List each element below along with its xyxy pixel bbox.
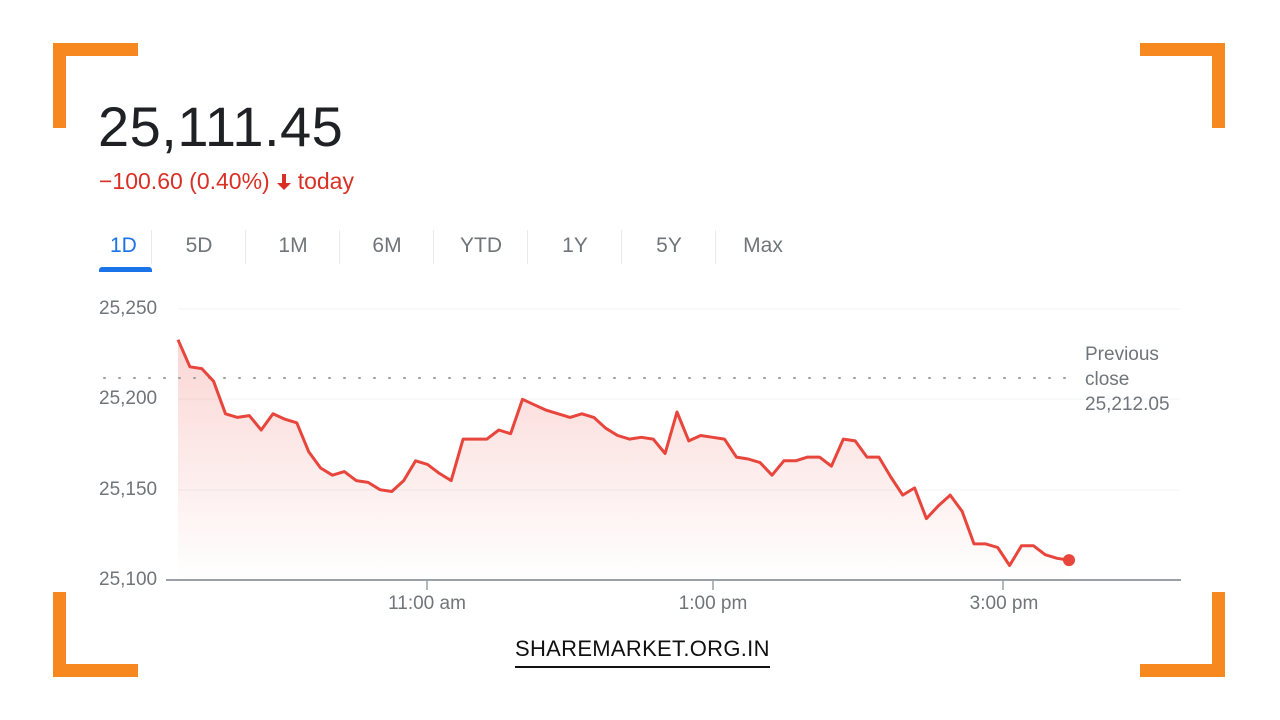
x-tick-label: 3:00 pm xyxy=(969,593,1039,614)
tab-ytd[interactable]: YTD xyxy=(434,228,528,272)
tab-6m[interactable]: 6M xyxy=(340,228,434,272)
last-price-marker xyxy=(1063,554,1075,567)
tab-divider xyxy=(527,230,528,264)
range-tabs: 1D 5D 1M 6M YTD 1Y 5Y Max xyxy=(98,228,810,272)
price-change: −100.60 (0.40%) today xyxy=(99,168,354,195)
x-tick-label: 11:00 am xyxy=(388,593,466,614)
tab-divider xyxy=(715,230,716,264)
tab-1y[interactable]: 1Y xyxy=(528,228,622,272)
corner-bracket-bottom-left xyxy=(53,664,138,677)
tab-divider xyxy=(433,230,434,264)
tab-max[interactable]: Max xyxy=(743,234,783,257)
tab-divider xyxy=(339,230,340,264)
tab-divider xyxy=(621,230,622,264)
change-period: today xyxy=(297,168,354,194)
y-tick-label: 25,150 xyxy=(99,479,158,500)
active-tab-indicator xyxy=(99,267,152,272)
current-price: 25,111.45 xyxy=(98,95,344,158)
corner-bracket-bottom-right xyxy=(1212,592,1225,677)
y-tick-label: 25,250 xyxy=(99,298,158,319)
corner-bracket-bottom-left xyxy=(53,592,66,677)
arrow-down-icon xyxy=(276,173,291,190)
corner-bracket-top-right xyxy=(1140,43,1225,56)
price-line xyxy=(176,339,1070,567)
corner-bracket-top-left xyxy=(53,43,66,128)
tab-5y[interactable]: 5Y xyxy=(622,228,716,272)
brand-watermark: SHAREMARKET.ORG.IN xyxy=(515,636,770,668)
tab-divider xyxy=(151,230,152,264)
previous-close-value: 25,212.05 xyxy=(1085,394,1170,415)
previous-close-label: Previous close 25,212.05 xyxy=(1085,344,1170,415)
corner-bracket-bottom-right xyxy=(1140,664,1225,677)
tab-1d[interactable]: 1D xyxy=(98,228,152,272)
tab-divider xyxy=(245,230,246,264)
price-area-fill xyxy=(178,339,1069,580)
corner-bracket-top-left xyxy=(53,43,138,56)
tab-5d[interactable]: 5D xyxy=(152,228,246,272)
tab-1m[interactable]: 1M xyxy=(246,228,340,272)
y-tick-label: 25,100 xyxy=(99,569,158,590)
corner-bracket-top-right xyxy=(1212,43,1225,128)
y-tick-label: 25,200 xyxy=(99,388,158,409)
x-tick-label: 1:00 pm xyxy=(678,593,748,614)
change-value: −100.60 (0.40%) xyxy=(99,168,270,194)
